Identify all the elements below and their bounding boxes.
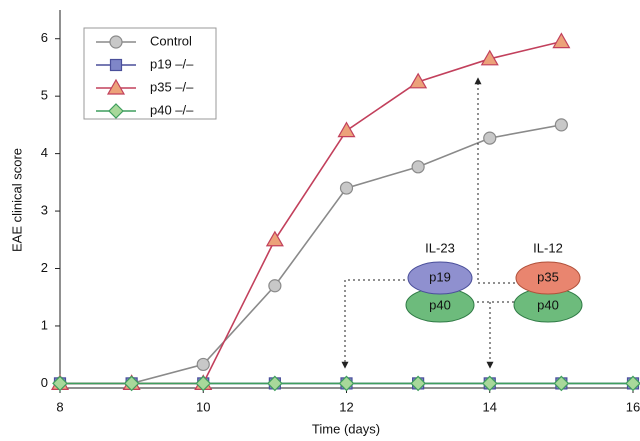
y-tick-label: 4 [41, 145, 48, 160]
x-tick-label: 12 [339, 399, 353, 414]
annotation: IL-23 [425, 240, 455, 255]
annotation: p19 [429, 269, 451, 284]
x-tick-label: 10 [196, 399, 210, 414]
legend-label: p19 –/– [150, 56, 194, 71]
marker [197, 358, 209, 370]
y-tick-label: 1 [41, 317, 48, 332]
marker [267, 232, 283, 246]
legend-label: Control [150, 33, 192, 48]
annotation: IL-12 [533, 240, 563, 255]
marker [111, 60, 122, 71]
y-tick-label: 3 [41, 203, 48, 218]
marker [553, 34, 569, 48]
marker [269, 280, 281, 292]
annotation: p40 [537, 297, 559, 312]
marker [341, 182, 353, 194]
x-tick-label: 14 [483, 399, 497, 414]
x-tick-label: 16 [626, 399, 640, 414]
annotation: p40 [429, 297, 451, 312]
y-tick-label: 5 [41, 88, 48, 103]
arrow [478, 78, 515, 283]
y-axis-label: EAE clinical score [9, 148, 24, 252]
y-tick-label: 0 [41, 375, 48, 390]
marker [110, 36, 122, 48]
y-tick-label: 2 [41, 260, 48, 275]
legend-label: p40 –/– [150, 102, 194, 117]
marker [339, 123, 355, 137]
marker [555, 119, 567, 131]
x-axis-label: Time (days) [312, 421, 380, 436]
marker [412, 161, 424, 173]
cytokine-diagram: IL-23 IL-12 p19 p40 p35 p40 [345, 78, 582, 368]
series-line [60, 125, 561, 384]
marker [484, 132, 496, 144]
legend-label: p35 –/– [150, 79, 194, 94]
arrow [345, 280, 405, 368]
y-tick-label: 6 [41, 30, 48, 45]
legend: Control p19 –/– p35 –/– p40 –/– [84, 28, 216, 119]
chart: 8101214160123456 Time (days) EAE clinica… [0, 0, 640, 441]
annotation: p35 [537, 269, 559, 284]
x-tick-label: 8 [56, 399, 63, 414]
